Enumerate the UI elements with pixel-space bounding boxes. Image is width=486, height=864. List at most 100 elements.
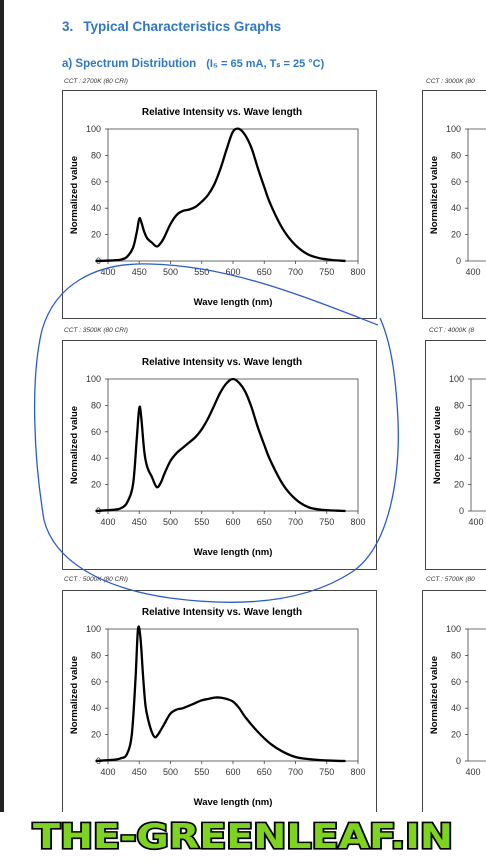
y-tick-label: 40: [91, 453, 101, 463]
y-axis-label: Normalized value: [69, 656, 80, 734]
x-tick-label: 400: [465, 267, 480, 277]
y-tick-label: 80: [91, 400, 101, 410]
y-tick-label: 100: [86, 124, 101, 134]
x-tick-label: 400: [100, 517, 115, 527]
x-tick-label: 550: [194, 767, 209, 777]
x-tick-label: 800: [350, 767, 365, 777]
x-tick-label: 700: [288, 267, 303, 277]
section-title: Typical Characteristics Graphs: [83, 19, 282, 34]
y-tick-label: 60: [91, 677, 101, 687]
x-tick-label: 800: [350, 267, 365, 277]
x-tick-label: 650: [257, 767, 272, 777]
y-tick-label: 60: [91, 177, 101, 187]
x-tick-label: 400: [465, 767, 480, 777]
y-tick-label: 60: [91, 427, 101, 437]
subsection-label: a) Spectrum Distribution: [62, 58, 197, 70]
x-tick-label: 700: [288, 517, 303, 527]
x-tick-label: 600: [225, 267, 240, 277]
y-tick-label: 80: [451, 650, 461, 660]
x-axis-label: Wave length (nm): [194, 797, 273, 808]
x-tick-label: 600: [225, 767, 240, 777]
x-tick-label: 550: [194, 267, 209, 277]
x-tick-label: 450: [132, 517, 147, 527]
chart-svg-5700k: 0 20 40 60 80 100 400 Normalized value: [429, 624, 486, 777]
spectrum-chart-4000k-partial: 0 20 40 60 80 100 400 Normalized value: [425, 340, 486, 570]
x-tick-label: 400: [468, 517, 483, 527]
spectrum-curve: [95, 127, 346, 263]
y-tick-label: 60: [451, 177, 461, 187]
x-tick-label: 750: [319, 517, 334, 527]
x-tick-label: 800: [350, 517, 365, 527]
cct-label-3000k: CCT : 3000K (80: [426, 78, 475, 85]
y-tick-label: 40: [451, 703, 461, 713]
spectrum-chart-3500k: Relative Intensity vs. Wave length 0 20 40 6…: [62, 340, 377, 570]
y-tick-label: 80: [91, 650, 101, 660]
y-tick-label: 60: [451, 677, 461, 687]
cct-label-5000k: CCT : 5000K (80 CRI): [64, 576, 128, 583]
cct-label-4000k: CCT : 4000K (8: [429, 327, 475, 334]
x-tick-label: 650: [257, 267, 272, 277]
test-conditions: (I₅ = 65 mA, Tₛ = 25 °C): [206, 58, 325, 70]
y-tick-label: 80: [451, 150, 461, 160]
y-tick-label: 80: [454, 400, 464, 410]
y-axis-label: Normalized value: [429, 656, 440, 734]
cct-label-5700k: CCT : 5700K (80: [426, 576, 475, 583]
y-tick-label: 100: [446, 124, 461, 134]
hand-drawn-circle: [33, 263, 399, 603]
y-tick-label: 0: [456, 756, 461, 766]
watermark-svg: THE-GREENLEAF.IN: [31, 815, 454, 858]
y-axis-label: Normalized value: [69, 156, 80, 234]
cct-label-3500k: CCT : 3500K (80 CRI): [64, 327, 128, 334]
x-axis-label: Wave length (nm): [194, 297, 273, 308]
spectrum-chart-5000k: Relative Intensity vs. Wave length 0 20 40 6…: [62, 590, 377, 820]
x-tick-label: 700: [288, 767, 303, 777]
chart-svg-3000k: 0 20 40 60 80 100 400 Normalized value: [429, 124, 486, 277]
x-tick-label: 650: [257, 517, 272, 527]
chart-title: Relative Intensity vs. Wave length: [142, 357, 302, 368]
page-edge-bar: [0, 0, 4, 864]
y-tick-label: 100: [446, 624, 461, 634]
spectrum-chart-2700k: Relative Intensity vs. Wave length 0 20 40 6…: [62, 90, 377, 319]
y-tick-label: 20: [454, 480, 464, 490]
chart-title: Relative Intensity vs. Wave length: [142, 107, 302, 118]
y-tick-label: 20: [451, 730, 461, 740]
x-tick-label: 450: [132, 267, 147, 277]
chart-svg-5000k: Relative Intensity vs. Wave length020406…: [69, 607, 366, 808]
watermark-banner: THE-GREENLEAF.IN: [0, 812, 486, 864]
cct-label-2700k: CCT : 2700K (80 CRI): [64, 78, 128, 85]
section-number: 3.: [62, 19, 74, 34]
y-axis-label: Normalized value: [69, 406, 80, 484]
section-heading: 3. Typical Characteristics Graphs: [62, 19, 281, 34]
y-tick-label: 20: [91, 230, 101, 240]
x-tick-label: 600: [225, 517, 240, 527]
x-tick-label: 500: [163, 267, 178, 277]
y-tick-label: 20: [91, 730, 101, 740]
spectrum-chart-3000k-partial: 0 20 40 60 80 100 400 Normalized value: [422, 90, 486, 319]
subsection-heading: a) Spectrum Distribution (I₅ = 65 mA, Tₛ …: [62, 57, 324, 70]
x-tick-label: 500: [163, 767, 178, 777]
y-tick-label: 20: [91, 480, 101, 490]
y-tick-label: 100: [86, 374, 101, 384]
chart-svg-3500k: Relative Intensity vs. Wave length020406…: [69, 357, 366, 558]
x-tick-label: 550: [194, 517, 209, 527]
x-tick-label: 500: [163, 517, 178, 527]
y-tick-label: 20: [451, 230, 461, 240]
x-tick-label: 400: [100, 267, 115, 277]
y-tick-label: 0: [456, 256, 461, 266]
y-tick-label: 40: [454, 453, 464, 463]
chart-svg-2700k: Relative Intensity vs. Wave length020406…: [69, 107, 366, 308]
y-tick-label: 80: [91, 150, 101, 160]
y-tick-label: 40: [91, 703, 101, 713]
chart-svg-4000k: 0 20 40 60 80 100 400 Normalized value: [432, 374, 486, 527]
y-axis-label: Normalized value: [429, 156, 440, 234]
x-tick-label: 400: [100, 767, 115, 777]
chart-title: Relative Intensity vs. Wave length: [142, 607, 302, 618]
y-tick-label: 100: [86, 624, 101, 634]
x-tick-label: 450: [132, 767, 147, 777]
y-tick-label: 60: [454, 427, 464, 437]
spectrum-curve: [95, 377, 346, 513]
y-tick-label: 0: [459, 506, 464, 516]
spectrum-curve: [95, 625, 346, 763]
watermark-text: THE-GREENLEAF.IN: [33, 817, 453, 857]
